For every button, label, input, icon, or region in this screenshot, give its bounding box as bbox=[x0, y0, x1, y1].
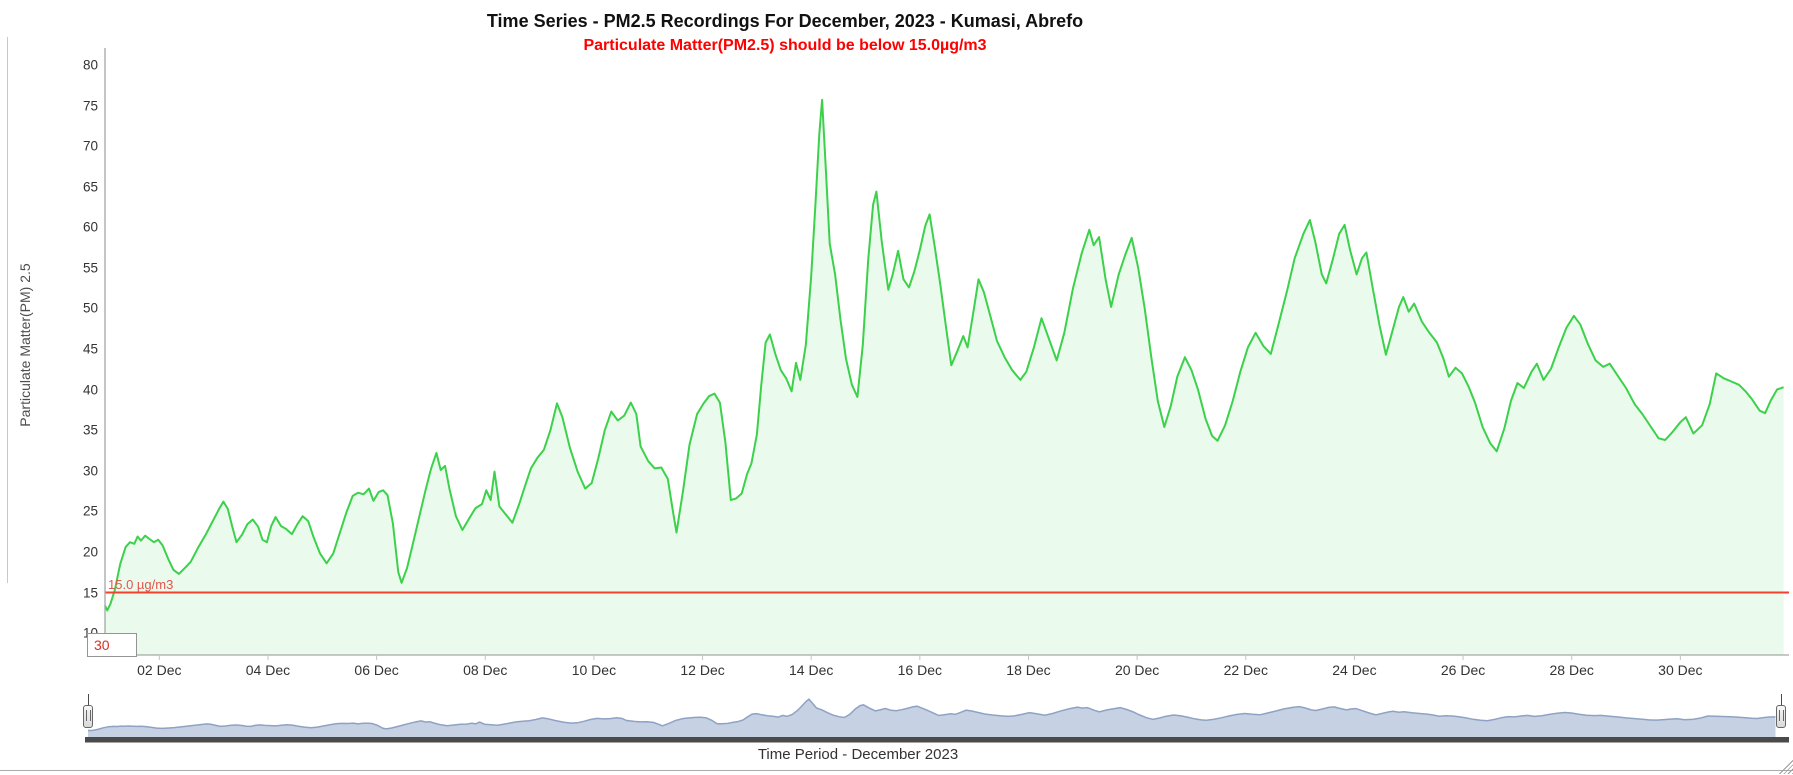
threshold-label: 15.0 µg/m3 bbox=[108, 576, 174, 592]
chart-left-border bbox=[7, 37, 8, 583]
navigator-right-handle-stem bbox=[1781, 694, 1782, 707]
time-period-label: Time Period - December 2023 bbox=[757, 746, 959, 763]
navigator-bottom-bar[interactable] bbox=[85, 737, 1789, 743]
handle-grip-icon bbox=[1778, 710, 1784, 721]
x-axis-label: 10 Dec bbox=[571, 662, 617, 678]
y-axis-label: 55 bbox=[82, 260, 98, 276]
navigator-left-handle-stem bbox=[88, 694, 89, 707]
pm25-line bbox=[104, 98, 1784, 612]
x-axis-label: 02 Dec bbox=[137, 662, 182, 678]
navigator-line bbox=[87, 698, 1776, 732]
y-axis-label: 25 bbox=[82, 503, 98, 519]
y-axis-label: 50 bbox=[82, 300, 98, 316]
x-axis-label: 30 Dec bbox=[1658, 662, 1703, 678]
y-axis-label: 75 bbox=[82, 98, 98, 114]
y-axis-label: 15 bbox=[82, 585, 98, 600]
x-axis-label: 16 Dec bbox=[897, 662, 943, 678]
pm25-area-fill bbox=[105, 99, 1784, 655]
y-axis-label: 10 bbox=[0, 626, 98, 641]
x-axis-label: 22 Dec bbox=[1223, 662, 1268, 678]
y-axis-label: 70 bbox=[82, 138, 98, 154]
x-axis-label: 26 Dec bbox=[1440, 662, 1486, 678]
y-axis-label: 20 bbox=[82, 544, 98, 560]
y-axis-label: 30 bbox=[82, 463, 98, 479]
axis-value-box[interactable]: 30 bbox=[87, 633, 137, 657]
navigator-left-handle[interactable] bbox=[83, 705, 93, 728]
y-axis-label: 65 bbox=[82, 179, 98, 195]
x-axis-label: 18 Dec bbox=[1006, 662, 1051, 678]
chart-subtitle: Particulate Matter(PM2.5) should be belo… bbox=[583, 37, 987, 54]
x-axis-label: 04 Dec bbox=[245, 662, 291, 678]
x-axis-label: 06 Dec bbox=[354, 662, 399, 678]
x-axis-tick-marks bbox=[158, 655, 1681, 660]
x-axis-label: 20 Dec bbox=[1114, 662, 1160, 678]
x-axis-label: 24 Dec bbox=[1332, 662, 1377, 678]
y-axis-label: 80 bbox=[82, 57, 98, 73]
chart-title: Time Series - PM2.5 Recordings For Decem… bbox=[486, 11, 1084, 31]
y-axis-label: 35 bbox=[82, 422, 98, 438]
x-axis-label: 28 Dec bbox=[1549, 662, 1594, 678]
x-axis-label: 08 Dec bbox=[463, 662, 508, 678]
x-axis-label: 12 Dec bbox=[680, 662, 725, 678]
y-axis-label: 60 bbox=[82, 219, 98, 235]
x-axis-label: 14 Dec bbox=[789, 662, 834, 678]
navigator-right-handle[interactable] bbox=[1776, 705, 1786, 728]
y-axis-label: 40 bbox=[82, 382, 98, 398]
navigator-area-fill[interactable] bbox=[88, 699, 1776, 737]
y-axis-label: 45 bbox=[82, 341, 98, 357]
bottom-divider bbox=[0, 770, 1793, 771]
handle-grip-icon bbox=[85, 710, 91, 721]
